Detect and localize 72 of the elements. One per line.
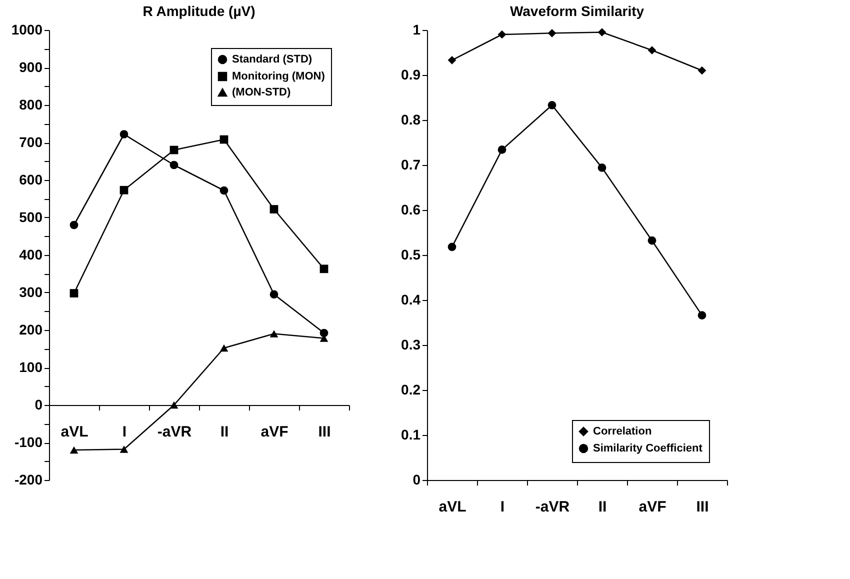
- point: [170, 401, 178, 409]
- point: [270, 290, 278, 299]
- y-tick-label: 500: [19, 209, 43, 225]
- point: [220, 135, 228, 144]
- point: [598, 164, 606, 172]
- x-tick-label: III: [696, 498, 709, 516]
- point: [120, 446, 128, 453]
- point: [120, 186, 128, 194]
- point: [170, 160, 178, 170]
- x-tick-label: aVF: [260, 424, 288, 440]
- y-tick-label: -100: [14, 434, 43, 450]
- x-tick-label: I: [122, 424, 127, 440]
- y-tick-label: 0.1: [401, 426, 421, 442]
- point: [598, 28, 606, 36]
- y-tick-label: 0.5: [401, 246, 421, 262]
- y-tick-label: 900: [19, 59, 43, 75]
- point: [498, 30, 506, 39]
- x-tick-label: aVL: [60, 424, 88, 440]
- x-tick-label: -aVR: [157, 424, 192, 440]
- point: [220, 186, 228, 195]
- point: [320, 328, 328, 338]
- point: [320, 264, 328, 274]
- point: [448, 242, 456, 252]
- y-tick-label: 0: [34, 396, 43, 412]
- y-tick-label: 1: [412, 22, 421, 38]
- y-tick-label: 800: [19, 96, 43, 112]
- y-tick-label: 600: [19, 172, 43, 188]
- legend-label: Correlation: [593, 426, 652, 438]
- y-tick-label: 400: [19, 246, 43, 262]
- point: [648, 236, 656, 245]
- y-tick-label: 0: [412, 472, 421, 488]
- y-tick-label: 0.3: [401, 336, 421, 352]
- point: [70, 446, 78, 454]
- point: [548, 100, 556, 110]
- point: [498, 146, 506, 154]
- y-tick-label: 0.6: [401, 202, 421, 218]
- legend-label: Monitoring (MON): [232, 70, 326, 82]
- legend-label: (MON-STD): [232, 86, 291, 98]
- y-tick-label: 0.7: [401, 156, 421, 172]
- chart-title: R Amplitude (µV): [142, 3, 256, 19]
- x-tick-label: I: [500, 498, 505, 516]
- y-tick-label: 300: [19, 284, 43, 300]
- point: [698, 311, 706, 320]
- x-tick-label: III: [318, 424, 331, 440]
- y-tick-label: 0.8: [401, 112, 421, 128]
- y-tick-label: 100: [19, 359, 43, 375]
- legend-label: Similarity Coefficient: [593, 442, 703, 454]
- point: [70, 220, 78, 230]
- point: [270, 330, 278, 338]
- y-tick-label: 200: [19, 322, 43, 338]
- point: [270, 205, 278, 214]
- x-tick-label: aVL: [438, 498, 466, 516]
- y-tick-label: 0.4: [401, 292, 421, 308]
- chart-title: Waveform Similarity: [510, 3, 644, 19]
- point: [698, 66, 706, 75]
- legend-label: Standard (STD): [232, 54, 312, 66]
- point: [448, 56, 456, 64]
- point: [120, 130, 128, 138]
- point: [170, 146, 178, 154]
- point: [220, 344, 228, 352]
- x-tick-label: II: [220, 424, 229, 440]
- x-tick-label: aVF: [638, 498, 666, 516]
- x-tick-label: II: [598, 498, 607, 516]
- y-tick-label: 0.2: [401, 382, 421, 398]
- point: [548, 28, 556, 38]
- point: [648, 46, 656, 54]
- y-tick-label: -200: [14, 472, 43, 488]
- x-tick-label: -aVR: [535, 498, 570, 516]
- point: [70, 289, 78, 298]
- y-tick-label: 1000: [11, 22, 43, 38]
- y-tick-label: 0.9: [401, 66, 421, 82]
- y-tick-label: 700: [19, 134, 43, 150]
